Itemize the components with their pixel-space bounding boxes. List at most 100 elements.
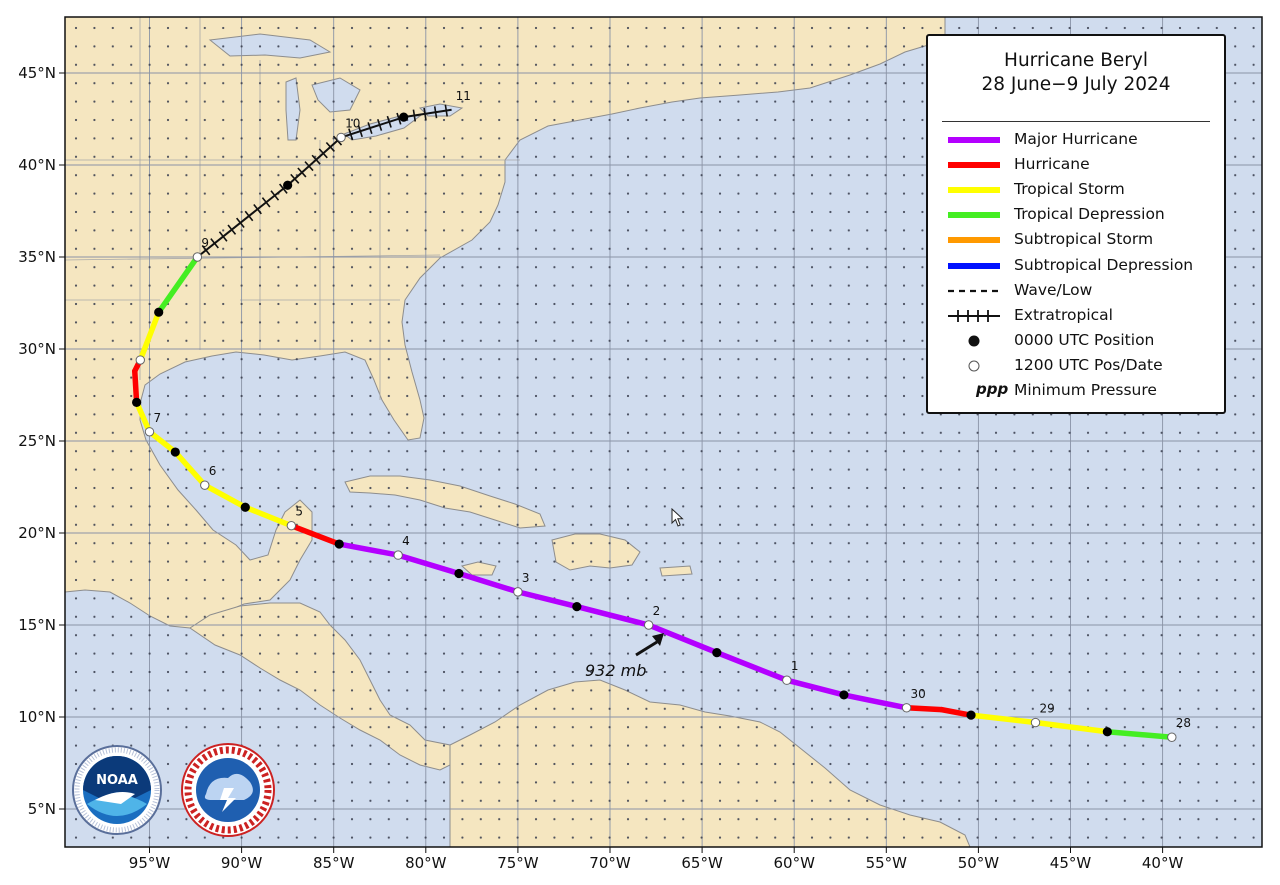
track-segment-major-hurricane [784,677,847,698]
legend-label: Major Hurricane [1014,130,1138,148]
extratropical-hatch [377,118,383,131]
legend-swatch [948,309,1000,322]
legend-item: 0000 UTC Position [928,329,1224,353]
legend-swatch [948,262,1000,269]
legend-label: Tropical Depression [1014,205,1165,224]
min-pressure-arrowhead [652,633,664,646]
track-segment-extratropical [340,116,405,139]
legend-item: Tropical Depression [928,203,1224,227]
track-segment-major-hurricane [456,570,521,595]
track-segment-major-hurricane [336,541,401,558]
track-segment-tropical-storm [146,429,179,455]
lat-tick-label: 10°N [18,708,56,726]
extratropical-hatch [348,128,354,141]
date-label: 2 [653,604,661,618]
legend-symbol-pressure: ppp [946,379,1008,403]
position-1200-utc [286,520,297,531]
lon-tick-label: 50°W [958,854,1000,872]
lat-tick-label: 40°N [18,156,56,174]
position-0000-utc [572,602,582,612]
track-segment-extratropical [196,184,289,258]
track-segment-hurricane [132,368,140,406]
position-1200-utc [643,620,654,630]
extratropical-hatch [304,161,314,172]
legend-item: Wave/Low [928,279,1224,303]
lat-tick-label: 15°N [18,616,56,634]
date-label: 30 [911,687,926,701]
track-segment-major-hurricane [841,692,910,711]
position-1200-utc [192,252,203,262]
lon-tick-label: 95°W [129,854,171,872]
track-hatches [201,104,448,256]
position-1200-utc [901,703,912,713]
legend-label: Extratropical [1014,305,1113,324]
lat-tick-label: 5°N [28,800,56,818]
extratropical-hatch [325,141,335,152]
min-pressure-label: 932 mb [585,661,646,680]
position-1200-utc [393,550,403,560]
date-label: 10 [345,116,360,130]
position-0000-utc [839,690,849,700]
position-0000-utc [399,112,409,122]
lon-tick-label: 55°W [866,854,908,872]
extratropical-hatch [386,115,392,128]
legend-symbol-crossed [946,304,1002,328]
extratropical-hatch [261,197,271,208]
lat-tick-label: 30°N [18,340,56,358]
date-label: 6 [209,464,217,478]
position-1200-utc [1167,732,1177,742]
legend-panel: Hurricane Beryl 28 June−9 July 2024 Majo… [926,34,1226,414]
map-title: Hurricane Beryl [1004,50,1148,71]
date-label: 29 [1040,702,1055,716]
position-1200-utc [135,355,145,365]
legend-label: Subtropical Depression [1014,255,1194,274]
track-segment-major-hurricane [395,552,462,577]
noaa-logo: NOAA [72,745,162,835]
extratropical-hatch [367,122,373,135]
legend-divider [942,121,1210,122]
legend-item: ppp Minimum Pressure [928,379,1224,403]
date-label: 11 [456,89,471,103]
lon-tick-label: 40°W [1142,854,1184,872]
min-pressure-marker: 932 mb [585,633,664,680]
legend-label: Wave/Low [1014,280,1093,299]
legend-symbol-line [946,178,1002,202]
position-1200-utc [336,132,346,143]
lat-tick-label: 20°N [18,524,56,542]
track-segment-major-hurricane [714,649,790,683]
lat-tick-label: 35°N [18,248,56,266]
legend-swatch [968,360,980,372]
track-segment-extratropical [286,136,342,186]
date-labels: 28 29 30 1 2 3 4 5 6 7 9 10 11 [154,89,1192,730]
legend-label: Tropical Storm [1014,180,1125,199]
legend-label: 1200 UTC Pos/Date [1014,355,1163,374]
lon-tick-label: 75°W [497,854,539,872]
legend-label: Subtropical Storm [1014,230,1154,249]
position-0000-utc [966,710,976,720]
extratropical-hatch [318,148,328,159]
legend-item: Tropical Storm [928,178,1224,202]
longitude-ticks: 95°W 90°W 85°W 80°W 75°W 70°W 65°W 60°W 55°W 50°W… [129,847,1184,872]
track-segment-tropical-storm [172,449,208,488]
map-frame [64,16,1263,848]
legend-swatch [968,335,980,347]
track-segment-tropical-storm [968,712,1039,726]
position-0000-utc [454,568,464,579]
legend-symbol-line [946,228,1002,252]
latitude-ticks: 45°N 40°N 35°N 30°N 25°N 20°N 15°N 10°N 5°N [18,64,65,818]
date-label: 3 [522,571,530,585]
legend-swatch [948,237,1000,244]
extratropical-hatch [210,238,219,249]
legend-swatch [948,289,1000,292]
position-1200-utc [1030,717,1041,728]
track-segment-hurricane [938,706,974,718]
position-0000-utc [1102,727,1112,737]
lon-tick-label: 45°W [1050,854,1092,872]
legend-symbol-black-dot [946,329,1002,353]
position-0000-utc [283,180,293,190]
date-label: 28 [1176,716,1191,730]
legend-symbol-line [946,153,1002,177]
extratropical-hatch [236,217,245,229]
lon-tick-label: 90°W [221,854,263,872]
legend-item: Hurricane [928,153,1224,177]
